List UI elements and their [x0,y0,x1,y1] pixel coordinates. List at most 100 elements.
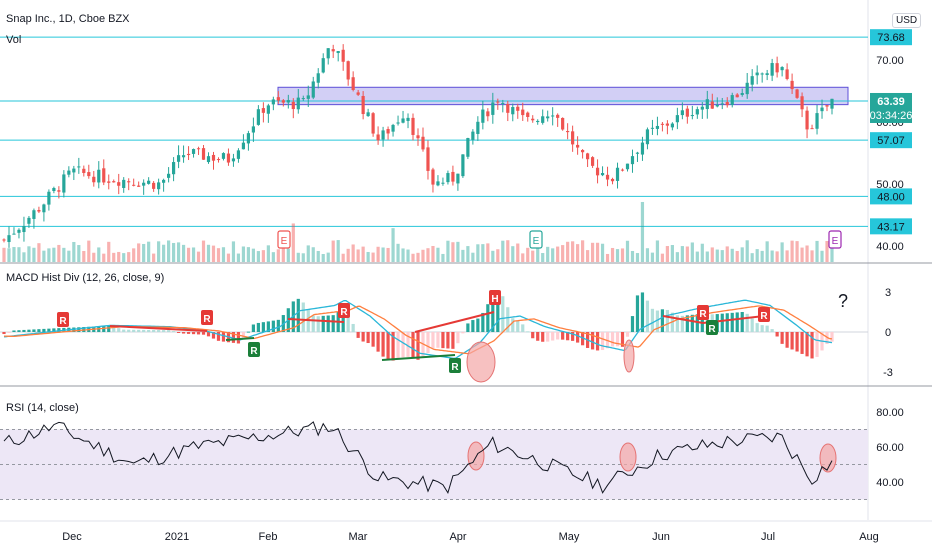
candle-body [396,122,400,124]
volume-bar [566,241,570,262]
candle-body [281,100,285,103]
divergence-badge-label: R [250,346,258,357]
macd-tick-label: -3 [883,367,893,379]
macd-histogram-bar [406,332,410,357]
volume-bar [157,241,161,262]
volume-label: Vol [6,34,22,46]
volume-bar [186,247,191,262]
candle-body [431,169,435,185]
macd-histogram-bar [506,307,510,332]
macd-histogram-bar [356,332,360,338]
volume-bar [286,248,290,262]
macd-histogram-bar [366,332,370,344]
candle-body [57,190,61,192]
candle-body [296,97,300,110]
candle-body [107,181,111,183]
candle-body [171,162,176,175]
volume-bar [506,240,510,262]
candle-body [316,73,320,83]
candle-body [585,153,590,160]
volume-bar [710,247,714,262]
volume-bar [107,241,111,262]
candle-body [650,127,655,129]
divergence-badge: R [57,312,69,327]
volume-bar [87,240,91,262]
macd-histogram-bar [600,332,605,351]
candle-body [456,173,460,184]
volume-bar [47,248,51,262]
volume-bar [291,223,295,262]
divergence-badge: R [201,310,213,325]
candle-body [605,174,610,180]
macd-histogram-bar [157,330,161,332]
divergence-badge: H [489,290,501,305]
macd-histogram-bar [256,322,260,332]
volume-bar [241,246,246,262]
volume-bar [466,246,470,262]
candle-body [306,95,310,99]
macd-histogram-bar [501,296,505,332]
macd-histogram-bar [665,309,669,332]
volume-bar [236,253,241,262]
volume-bar [441,253,445,262]
volume-bar [620,248,625,262]
macd-histogram-bar [531,332,535,339]
candle-body [750,76,754,85]
candle-body [755,72,759,76]
macd-histogram-bar [122,329,126,332]
volume-bar [221,247,226,262]
candle-body [760,73,764,75]
macd-histogram-bar [521,324,525,332]
volume-bar [142,243,146,262]
macd-histogram-bar [456,332,460,344]
macd-histogram-bar [595,332,600,351]
candle-body [406,117,410,121]
macd-histogram-bar [571,332,575,341]
macd-histogram-bar [216,332,221,341]
divergence-line [662,315,704,324]
volume-bar [790,240,794,262]
volume-bar [785,250,789,262]
candle-body [351,77,355,90]
volume-bar [486,243,490,262]
volume-bar [635,253,640,262]
volume-bar [625,240,630,262]
volume-bar [680,246,684,262]
volume-bar [446,240,450,262]
volume-bar [740,247,744,262]
candle-body [536,120,540,123]
candle-body [152,182,156,189]
volume-bar [301,253,305,262]
candle-body [37,209,41,212]
volume-bar [82,250,86,262]
macd-line [3,299,833,360]
divergence-badge-bg [758,307,770,322]
volume-bar [147,241,151,262]
candle-body [511,107,515,115]
candle-body [381,130,385,140]
macd-histogram-bar [541,332,545,342]
candle-body [67,170,71,175]
macd-histogram-bar [491,295,495,332]
volume-bar [476,244,480,262]
candle-body [735,94,739,98]
earnings-marker [277,230,291,249]
candle-body [516,106,520,111]
candle-body [640,142,645,155]
volume-bar [32,247,36,262]
volume-bar [346,248,350,262]
level-price-text: 57.07 [877,135,905,147]
macd-histogram-bar [426,332,430,354]
candle-body [610,178,615,182]
volume-bar [561,245,565,262]
divergence-badge: R [706,320,718,335]
volume-bar [57,244,61,262]
currency-button[interactable]: USD [892,13,922,28]
candle-body [346,61,350,80]
volume-bar [321,253,325,262]
macd-histogram-bar [466,323,470,332]
volume-bar [17,247,21,262]
macd-histogram-bar [191,332,196,335]
candle-body [137,185,141,187]
